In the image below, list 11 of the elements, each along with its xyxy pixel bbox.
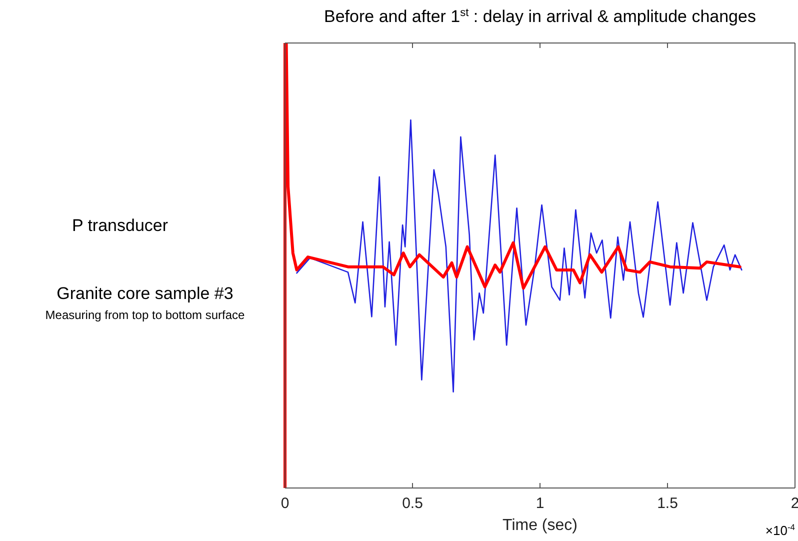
x-tick-label: 1.5 <box>657 495 678 512</box>
chart-title: Before and after 1$^{st}$ : delay in arrival & amplitude changes <box>324 7 756 26</box>
text: Granite core sample #3 <box>56 284 234 303</box>
x-axis-title: Time (sec) <box>502 517 578 534</box>
x-tick-label: 2 <box>790 495 798 512</box>
text: P transducer <box>72 216 168 235</box>
text: ×10$^{-4}$ <box>765 522 796 538</box>
text: Measuring from top to bottom surface <box>45 308 246 322</box>
x-tick-label: 0 <box>280 495 290 512</box>
x-tick-label: 1 <box>536 495 544 512</box>
x-tick-label: 0.5 <box>402 495 423 512</box>
